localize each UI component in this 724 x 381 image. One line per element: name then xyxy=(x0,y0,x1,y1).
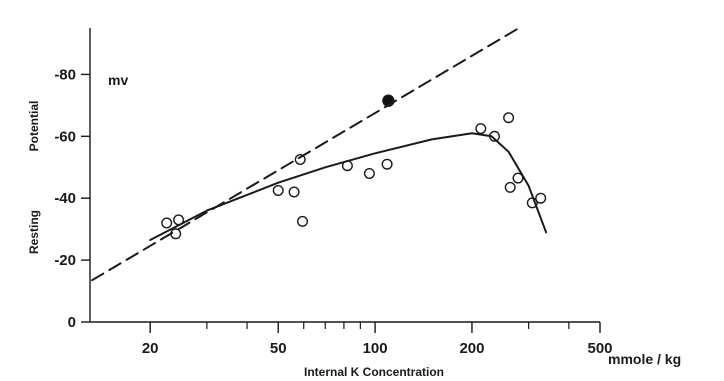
x-tick-label: 50 xyxy=(270,340,287,357)
x-axis-label: Internal K Concentration xyxy=(304,365,444,379)
y-unit-label: mv xyxy=(108,72,128,88)
open-data-point xyxy=(161,217,173,229)
y-ticks: 0 -20 -40 -60 -80 xyxy=(54,66,90,331)
open-data-point xyxy=(535,192,547,204)
fitted-curve xyxy=(149,132,548,241)
y-axis-label-potential: Potential xyxy=(27,101,41,152)
open-data-point xyxy=(381,158,393,170)
x-unit-label: mmole / kg xyxy=(608,351,681,367)
open-data-point xyxy=(503,112,515,124)
y-tick-label: -80 xyxy=(54,66,76,83)
x-tick-label: 100 xyxy=(363,340,388,357)
x-tick-label: 20 xyxy=(142,340,159,357)
y-tick-label: -40 xyxy=(54,190,76,207)
open-data-point xyxy=(294,153,306,165)
open-data-point xyxy=(297,215,309,227)
open-data-point xyxy=(504,181,516,193)
y-axis: 0 -20 -40 -60 -80 xyxy=(54,28,91,331)
dashed-reference-line xyxy=(91,27,520,282)
open-data-point xyxy=(512,172,524,184)
x-ticks: 20 50 100 200 500 xyxy=(142,322,613,357)
y-tick-label: -20 xyxy=(54,252,76,269)
open-data-point xyxy=(475,123,487,135)
y-tick-label: -60 xyxy=(54,128,76,145)
open-data-point xyxy=(272,184,284,196)
open-data-point xyxy=(288,186,300,198)
y-tick-label: 0 xyxy=(68,314,76,331)
open-data-point xyxy=(363,167,375,179)
x-axis: 20 50 100 200 500 xyxy=(90,321,613,357)
x-tick-label: 200 xyxy=(459,340,484,357)
x-tick-label: 500 xyxy=(587,340,612,357)
series-layer xyxy=(91,27,548,282)
y-axis-label-resting: Resting xyxy=(27,210,41,254)
